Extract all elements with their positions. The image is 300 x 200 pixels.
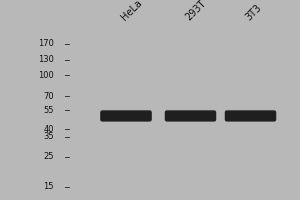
- FancyBboxPatch shape: [225, 111, 276, 122]
- Text: 35: 35: [44, 132, 54, 141]
- Text: 15: 15: [44, 182, 54, 191]
- FancyBboxPatch shape: [165, 111, 216, 122]
- Text: 170: 170: [38, 39, 54, 48]
- Text: 100: 100: [38, 71, 54, 80]
- Text: 25: 25: [44, 152, 54, 161]
- Text: 3T3: 3T3: [243, 2, 263, 22]
- FancyBboxPatch shape: [100, 111, 152, 122]
- FancyBboxPatch shape: [165, 110, 216, 121]
- Text: 40: 40: [44, 125, 54, 134]
- Text: 293T: 293T: [183, 0, 208, 22]
- FancyBboxPatch shape: [100, 110, 152, 121]
- Text: 130: 130: [38, 55, 54, 64]
- FancyBboxPatch shape: [100, 111, 152, 121]
- FancyBboxPatch shape: [225, 111, 276, 121]
- Text: 70: 70: [44, 92, 54, 101]
- Text: HeLa: HeLa: [119, 0, 144, 22]
- FancyBboxPatch shape: [165, 111, 216, 121]
- Text: 55: 55: [44, 106, 54, 115]
- FancyBboxPatch shape: [225, 110, 276, 121]
